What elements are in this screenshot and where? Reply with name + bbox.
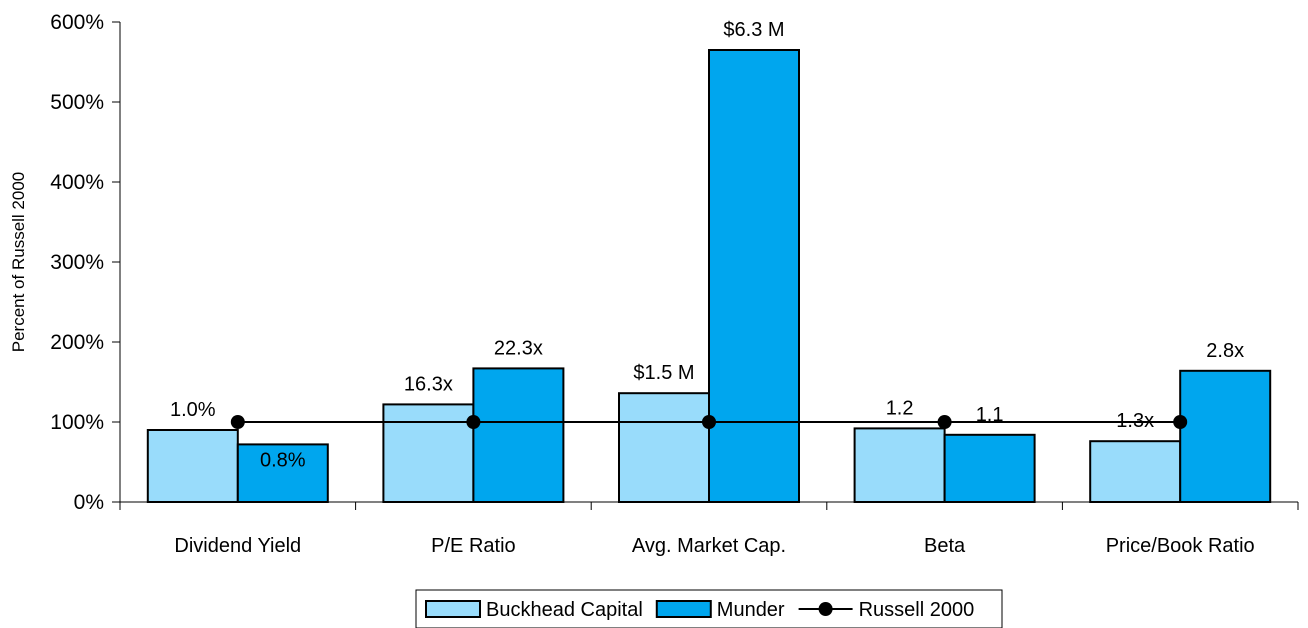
bar-munder [1180, 371, 1270, 502]
legend-label: Buckhead Capital [486, 599, 643, 621]
bar-buckhead-capital [383, 404, 473, 502]
y-tick-label: 100% [50, 411, 104, 434]
bar-buckhead-capital [148, 430, 238, 502]
y-axis-title: Percent of Russell 2000 [9, 172, 28, 353]
russell-2000-point [702, 415, 716, 429]
x-category-label: Dividend Yield [174, 535, 301, 557]
russell-2000-point [231, 415, 245, 429]
russell-2000-point [938, 415, 952, 429]
russell-2000-point [466, 415, 480, 429]
x-category-label: P/E Ratio [431, 535, 515, 557]
bar-data-label: 16.3x [404, 373, 453, 395]
legend-swatch [426, 601, 480, 617]
bar-buckhead-capital [1090, 441, 1180, 502]
legend-marker [819, 602, 833, 616]
bar-data-label: 1.2 [886, 397, 914, 419]
bar-buckhead-capital [855, 428, 945, 502]
bar-data-label: $1.5 M [633, 362, 694, 384]
bar-data-label: 22.3x [494, 337, 543, 359]
y-tick-label: 500% [50, 91, 104, 114]
bar-data-label: 0.8% [260, 449, 306, 471]
bar-buckhead-capital [619, 393, 709, 502]
y-tick-label: 0% [74, 491, 104, 514]
legend-swatch [657, 601, 711, 617]
x-category-label: Avg. Market Cap. [632, 535, 786, 557]
bar-munder [709, 50, 799, 502]
bar-data-label: 1.0% [170, 399, 216, 421]
x-category-label: Price/Book Ratio [1106, 535, 1255, 557]
bar-munder [473, 368, 563, 502]
legend-label: Munder [717, 599, 785, 621]
legend-label: Russell 2000 [859, 599, 975, 621]
y-tick-label: 400% [50, 171, 104, 194]
x-category-label: Beta [924, 535, 966, 557]
bar-data-label: 2.8x [1206, 340, 1244, 362]
bar-munder [945, 435, 1035, 502]
y-tick-label: 600% [50, 11, 104, 34]
y-tick-label: 300% [50, 251, 104, 274]
y-tick-label: 200% [50, 331, 104, 354]
bar-data-label: $6.3 M [723, 19, 784, 41]
russell-2000-point [1173, 415, 1187, 429]
